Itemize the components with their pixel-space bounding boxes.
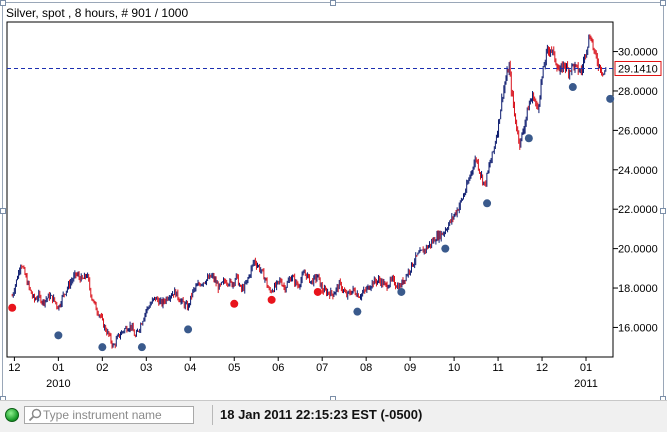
y-tick-label: 26.0000	[618, 125, 658, 137]
y-tick-label: 18.0000	[618, 283, 658, 295]
search-icon	[28, 408, 42, 422]
y-tick-label: 16.0000	[618, 322, 658, 334]
blue-marker-dot[interactable]	[606, 94, 615, 103]
red-marker-dot[interactable]	[230, 299, 239, 308]
x-tick-label: 12	[8, 362, 20, 374]
connection-status-icon	[5, 408, 19, 422]
current-price-label: 29.1410	[618, 63, 658, 75]
x-tick-label: 06	[272, 362, 284, 374]
red-marker-dot[interactable]	[8, 303, 17, 312]
status-datetime: 18 Jan 2011 22:15:23 EST (-0500)	[220, 407, 423, 422]
blue-marker-dot[interactable]	[137, 343, 146, 352]
blue-marker-dot[interactable]	[353, 307, 362, 316]
x-tick-label: 09	[404, 362, 416, 374]
resize-handle-middle-right[interactable]	[660, 208, 666, 214]
x-tick-label: 12	[536, 362, 548, 374]
y-tick-label: 22.0000	[618, 204, 658, 216]
blue-marker-dot[interactable]	[397, 287, 406, 296]
blue-marker-dot[interactable]	[54, 331, 63, 340]
x-year-label: 2011	[574, 378, 598, 390]
red-marker-dot[interactable]	[313, 287, 322, 296]
y-tick-label: 20.0000	[618, 244, 658, 256]
resize-handle-top-left[interactable]	[0, 0, 6, 6]
x-tick-label: 01	[52, 362, 64, 374]
x-year-label: 2010	[46, 378, 70, 390]
x-tick-label: 03	[140, 362, 152, 374]
blue-marker-dot[interactable]	[441, 244, 450, 253]
x-tick-label: 08	[360, 362, 372, 374]
x-tick-label: 07	[316, 362, 328, 374]
instrument-search[interactable]	[24, 406, 194, 424]
status-separator	[212, 405, 213, 425]
x-tick-label: 10	[448, 362, 460, 374]
chart-title: Silver, spot , 8 hours, # 901 / 1000	[6, 6, 189, 20]
chart-frame	[2, 2, 664, 404]
y-tick-label: 28.0000	[618, 86, 658, 98]
y-tick-label: 24.0000	[618, 165, 658, 177]
status-bar: 18 Jan 2011 22:15:23 EST (-0500)	[0, 400, 667, 432]
red-marker-dot[interactable]	[267, 295, 276, 304]
x-tick-label: 11	[492, 362, 503, 374]
price-chart[interactable]: 16.0000 18.0000 20.0000 22.0000 24.0000 26.00…	[0, 0, 667, 400]
blue-marker-dot[interactable]	[184, 325, 193, 334]
y-tick-label: 30.0000	[618, 47, 658, 59]
blue-marker-dot[interactable]	[98, 343, 107, 352]
x-tick-label: 01	[580, 362, 592, 374]
current-price-box	[614, 60, 662, 76]
blue-marker-dot[interactable]	[568, 83, 577, 92]
resize-handle-top-right[interactable]	[660, 0, 666, 6]
x-tick-label: 02	[96, 362, 108, 374]
x-tick-label: 05	[228, 362, 240, 374]
resize-handle-middle-left[interactable]	[0, 208, 6, 214]
x-tick-label: 04	[184, 362, 196, 374]
instrument-search-input[interactable]	[43, 407, 191, 423]
resize-handle-top-center[interactable]	[330, 0, 336, 6]
plot-area-border	[6, 21, 614, 358]
blue-marker-dot[interactable]	[483, 199, 492, 208]
blue-marker-dot[interactable]	[524, 134, 533, 143]
